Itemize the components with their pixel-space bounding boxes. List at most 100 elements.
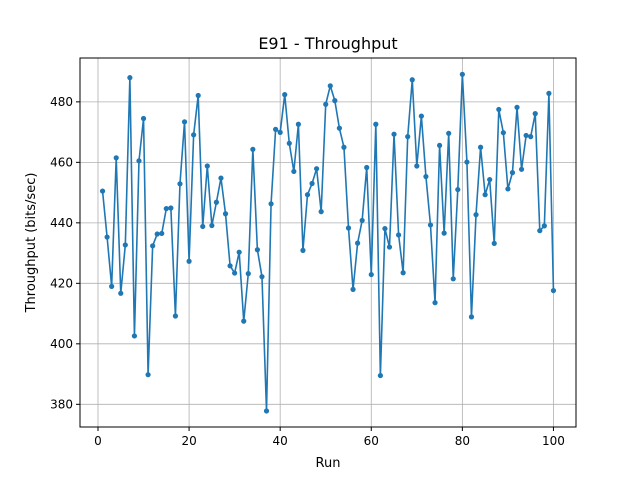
y-tick-label: 460: [50, 155, 73, 169]
data-point: [118, 290, 124, 296]
data-point: [127, 75, 133, 81]
data-point: [450, 276, 456, 282]
data-point: [341, 144, 347, 150]
data-point: [282, 92, 288, 98]
data-point: [350, 286, 356, 292]
data-point: [209, 222, 215, 229]
data-point: [523, 132, 529, 139]
data-point: [273, 126, 279, 132]
data-point: [355, 240, 361, 246]
data-point: [304, 192, 311, 198]
data-point: [514, 104, 520, 110]
data-point: [491, 240, 497, 247]
y-tick-label: 400: [50, 337, 73, 351]
data-point: [250, 146, 256, 152]
data-point: [109, 283, 115, 289]
data-point: [131, 333, 138, 339]
data-point: [154, 231, 160, 237]
y-tick-label: 480: [50, 95, 73, 109]
data-point: [368, 271, 374, 278]
data-point: [140, 115, 147, 122]
x-tick-label: 100: [542, 434, 565, 448]
plot-frame: [79, 57, 577, 428]
series-throughput: [99, 71, 557, 414]
data-point: [159, 230, 165, 237]
data-point: [359, 217, 365, 224]
x-axis-label: Run: [316, 456, 341, 471]
data-point: [177, 181, 183, 187]
data-point: [145, 372, 151, 378]
data-point: [245, 271, 251, 277]
data-point: [295, 121, 301, 127]
series-line: [101, 73, 555, 412]
data-point: [277, 129, 283, 135]
data-point: [259, 274, 265, 280]
data-point: [181, 119, 188, 125]
data-point: [532, 111, 538, 117]
data-point: [537, 228, 543, 234]
data-point: [386, 244, 393, 250]
x-axis-ticks: 0 20 40 60 80 100: [94, 427, 565, 448]
data-point: [300, 247, 306, 253]
data-point: [414, 163, 420, 169]
data-point: [482, 192, 488, 198]
data-point: [236, 249, 242, 255]
data-point: [318, 209, 324, 215]
data-point: [473, 212, 479, 218]
data-point: [518, 166, 525, 172]
data-point: [446, 130, 452, 136]
data-point: [232, 270, 238, 276]
data-point: [241, 318, 247, 324]
data-point: [546, 90, 552, 96]
data-point: [336, 125, 342, 131]
data-point: [254, 247, 260, 253]
data-point: [487, 176, 493, 183]
data-point: [323, 101, 329, 107]
y-tick-label: 420: [50, 276, 73, 290]
data-point: [122, 242, 128, 248]
data-point: [222, 211, 229, 217]
x-tick-label: 80: [455, 434, 470, 448]
data-point: [286, 140, 292, 146]
data-point: [528, 134, 534, 140]
data-point: [405, 134, 411, 140]
data-point: [309, 180, 315, 187]
data-point: [332, 98, 338, 104]
data-point: [550, 287, 557, 294]
data-point: [172, 313, 179, 319]
x-tick-label: 20: [181, 434, 196, 448]
data-point: [373, 121, 379, 127]
data-point: [409, 77, 415, 83]
data-point: [455, 186, 461, 193]
data-point: [104, 234, 110, 240]
data-point: [213, 199, 220, 205]
data-point: [268, 201, 274, 207]
data-point: [541, 223, 547, 229]
data-point: [218, 175, 224, 181]
data-point: [150, 243, 156, 249]
data-point: [345, 225, 352, 231]
data-point: [464, 159, 470, 165]
x-tick-label: 60: [364, 434, 379, 448]
data-point: [314, 166, 320, 172]
data-point: [509, 170, 516, 176]
y-tick-label: 380: [50, 397, 73, 411]
data-point: [382, 225, 388, 232]
data-point: [391, 131, 397, 137]
y-tick-label: 440: [50, 216, 73, 230]
data-point: [377, 372, 383, 379]
data-point: [459, 71, 465, 77]
data-point: [200, 223, 206, 230]
data-point: [186, 258, 192, 264]
data-point: [468, 314, 475, 320]
data-point: [505, 186, 511, 192]
data-point: [195, 92, 201, 99]
data-point: [436, 142, 443, 149]
data-point: [263, 408, 270, 414]
data-point: [432, 300, 438, 306]
data-point: [191, 132, 197, 138]
data-point: [168, 205, 174, 211]
data-point: [204, 163, 210, 169]
data-point: [441, 230, 447, 236]
y-axis-label: Throughput (bits/sec): [24, 173, 39, 314]
